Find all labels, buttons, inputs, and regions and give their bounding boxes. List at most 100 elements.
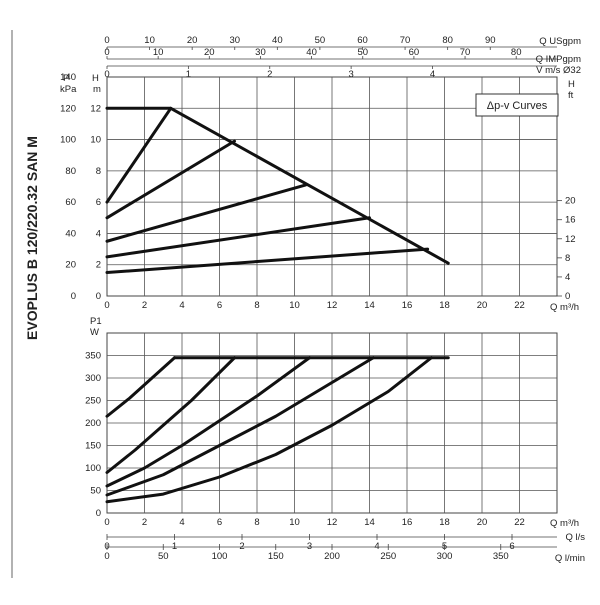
x-tick-label: 4 [179, 300, 184, 311]
power-curve-5 [105, 356, 375, 497]
usgpm-tick-label: 30 [229, 35, 240, 46]
ls-tick-label: 3 [307, 541, 312, 552]
x-tick-label: 12 [327, 300, 338, 311]
y-tick-label-kpa: 120 [60, 103, 76, 114]
y-label-m-unit: m [93, 84, 101, 95]
x-tick-label: 22 [514, 300, 525, 311]
y-tick-label: 350 [85, 351, 101, 362]
velocity-tick-label: 4 [430, 69, 435, 80]
x-tick-label: 18 [439, 300, 450, 311]
x-tick-label: 16 [402, 517, 413, 528]
y-tick-label-kpa: 80 [65, 166, 76, 177]
impgpm-tick-label: 30 [255, 47, 266, 58]
y-tick-label-m: 0 [96, 291, 101, 302]
x-tick-label: 14 [364, 517, 375, 528]
power-curve-6 [105, 356, 433, 504]
usgpm-axis-label: Q USgpm [539, 36, 581, 47]
power-curve-2 [105, 356, 176, 418]
power-curve-4 [105, 356, 311, 488]
y-label-kpa-unit: kPa [60, 84, 77, 95]
ls-axis-label: Q l/s [565, 532, 585, 543]
lmin-tick-label: 150 [268, 551, 284, 562]
usgpm-tick-label: 80 [442, 35, 453, 46]
head-curve-2 [105, 106, 173, 204]
y-tick-label: 150 [85, 441, 101, 452]
x-tick-label: 0 [104, 517, 109, 528]
head-curve-4 [105, 183, 308, 243]
y-tick-label: 250 [85, 396, 101, 407]
x-tick-label: 2 [142, 517, 147, 528]
impgpm-tick-label: 50 [357, 47, 368, 58]
y-label-ft-unit: ft [568, 90, 574, 101]
y-tick-label-kpa: 60 [65, 197, 76, 208]
x-tick-label: 8 [254, 300, 259, 311]
lmin-tick-label: 300 [437, 551, 453, 562]
y-tick-label: 0 [96, 508, 101, 519]
x-tick-label: 20 [477, 517, 488, 528]
y-label-kpa-p: P [63, 73, 69, 84]
y-tick-label-kpa: 0 [71, 291, 76, 302]
x-tick-label: 6 [217, 300, 222, 311]
y-tick-label-m: 8 [96, 166, 101, 177]
usgpm-tick-label: 70 [400, 35, 411, 46]
lmin-tick-label: 100 [212, 551, 228, 562]
x-axis-label: Q m³/h [550, 518, 579, 529]
y-label-p1: P1 [90, 316, 102, 327]
y-label-ft-h: H [568, 79, 575, 90]
lmin-tick-label: 250 [380, 551, 396, 562]
lmin-tick-label: 0 [104, 551, 109, 562]
x-tick-label: 10 [289, 300, 300, 311]
legend-box: Δp-v Curves [475, 93, 559, 117]
side-title: EVOPLUS B 120/220.32 SAN M [24, 136, 40, 340]
impgpm-tick-label: 10 [153, 47, 164, 58]
x-tick-label: 14 [364, 300, 375, 311]
y-tick-label: 100 [85, 463, 101, 474]
head-panel: 0 2 4 6 8 10 12 14 16 18 20 22024681012020406080100… [60, 72, 579, 313]
y-tick-label-kpa: 140 [60, 72, 76, 83]
x-tick-label: 12 [327, 517, 338, 528]
lmin-tick-label: 350 [493, 551, 509, 562]
usgpm-tick-label: 10 [144, 35, 155, 46]
usgpm-tick-label: 60 [357, 35, 368, 46]
y-tick-label-ft: 4 [565, 272, 570, 283]
x-tick-label: 0 [104, 300, 109, 311]
velocity-tick-label: 1 [186, 69, 191, 80]
x-tick-label: 10 [289, 517, 300, 528]
x-tick-label: 16 [402, 300, 413, 311]
y-tick-label: 300 [85, 373, 101, 384]
y-tick-label-m: 6 [96, 197, 101, 208]
y-tick-label-m: 10 [90, 135, 101, 146]
y-tick-label-ft: 0 [565, 291, 570, 302]
ls-tick-label: 6 [509, 541, 514, 552]
head-curve-6 [105, 247, 430, 275]
x-tick-label: 6 [217, 517, 222, 528]
y-tick-label-m: 4 [96, 228, 101, 239]
head-curve-3 [105, 139, 236, 220]
y-tick-label-kpa: 100 [60, 135, 76, 146]
ls-tick-label: 4 [374, 541, 379, 552]
x-tick-label: 8 [254, 517, 259, 528]
velocity-tick-label: 3 [348, 69, 353, 80]
usgpm-tick-label: 90 [485, 35, 496, 46]
impgpm-axis-label: Q IMPgpm [536, 54, 581, 65]
y-tick-label-m: 2 [96, 260, 101, 271]
y-tick-label: 50 [90, 486, 101, 497]
y-tick-label-kpa: 40 [65, 228, 76, 239]
y-tick-label-kpa: 20 [65, 260, 76, 271]
usgpm-tick-label: 20 [187, 35, 198, 46]
velocity-tick-label: 2 [267, 69, 272, 80]
lmin-tick-label: 200 [324, 551, 340, 562]
y-tick-label: 200 [85, 418, 101, 429]
y-tick-label-ft: 12 [565, 234, 576, 245]
y-label-w: W [90, 327, 99, 338]
y-tick-label-ft: 20 [565, 196, 576, 207]
impgpm-tick-label: 70 [460, 47, 471, 58]
usgpm-tick-label: 50 [315, 35, 326, 46]
y-tick-label-m: 12 [90, 103, 101, 114]
velocity-tick-label: 0 [104, 69, 109, 80]
x-tick-label: 4 [179, 517, 184, 528]
